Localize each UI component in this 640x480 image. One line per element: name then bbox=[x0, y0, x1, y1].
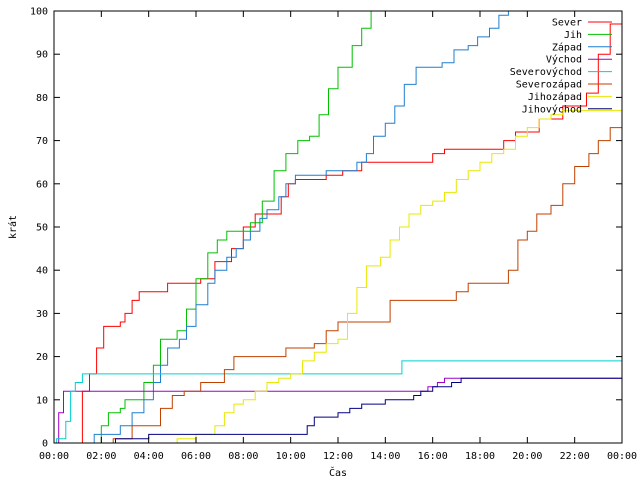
series-line-7 bbox=[54, 106, 622, 443]
legend-label: Severozápad bbox=[516, 79, 582, 91]
legend-label: Jihovýchod bbox=[522, 103, 582, 115]
y-tick-label: 20 bbox=[36, 352, 48, 363]
x-tick-label: 06:00 bbox=[181, 451, 211, 462]
y-tick-label: 70 bbox=[36, 136, 48, 147]
x-tick-label: 16:00 bbox=[418, 451, 448, 462]
x-axis-title: Čas bbox=[329, 466, 347, 479]
x-tick-label: 00:00 bbox=[607, 451, 637, 462]
legend-label: Severovýchod bbox=[510, 66, 582, 78]
x-tick-label: 02:00 bbox=[86, 451, 116, 462]
legend-label: Jih bbox=[564, 30, 582, 41]
y-tick-label: 30 bbox=[36, 309, 48, 320]
legend-label: Sever bbox=[552, 18, 582, 29]
x-tick-label: 00:00 bbox=[39, 451, 69, 462]
legend-label: Východ bbox=[546, 54, 582, 66]
y-tick-label: 40 bbox=[36, 266, 48, 277]
y-tick-label: 10 bbox=[36, 395, 48, 406]
x-tick-label: 10:00 bbox=[276, 451, 306, 462]
series-line-8 bbox=[54, 377, 622, 443]
x-tick-label: 08:00 bbox=[228, 451, 258, 462]
y-tick-label: 50 bbox=[36, 223, 48, 234]
x-tick-label: 12:00 bbox=[323, 451, 353, 462]
series-line-2 bbox=[54, 11, 372, 443]
x-tick-label: 18:00 bbox=[465, 451, 495, 462]
legend-label: Jihozápad bbox=[528, 91, 582, 103]
x-tick-label: 22:00 bbox=[560, 451, 590, 462]
series-line-6 bbox=[54, 119, 622, 443]
x-tick-label: 04:00 bbox=[134, 451, 164, 462]
y-tick-label: 90 bbox=[36, 50, 48, 61]
series-layer bbox=[54, 11, 622, 443]
y-tick-label: 100 bbox=[30, 7, 48, 18]
y-tick-label: 60 bbox=[36, 179, 48, 190]
x-tick-label: 14:00 bbox=[370, 451, 400, 462]
axes-layer: 0 10 20 30 40 50 60 70 80 90 100 00:00 02:00 04:00 06:… bbox=[30, 7, 637, 463]
legend-label: Západ bbox=[552, 41, 582, 53]
series-line-5 bbox=[54, 360, 622, 443]
series-line-1 bbox=[54, 15, 622, 443]
y-tick-label: 0 bbox=[42, 439, 48, 450]
legend: SeverJihZápadVýchodSeverovýchodSeverozáp… bbox=[510, 18, 612, 115]
y-tick-label: 80 bbox=[36, 93, 48, 104]
series-line-4 bbox=[54, 377, 622, 443]
y-axis-title: krát bbox=[7, 215, 19, 239]
x-tick-label: 20:00 bbox=[512, 451, 542, 462]
